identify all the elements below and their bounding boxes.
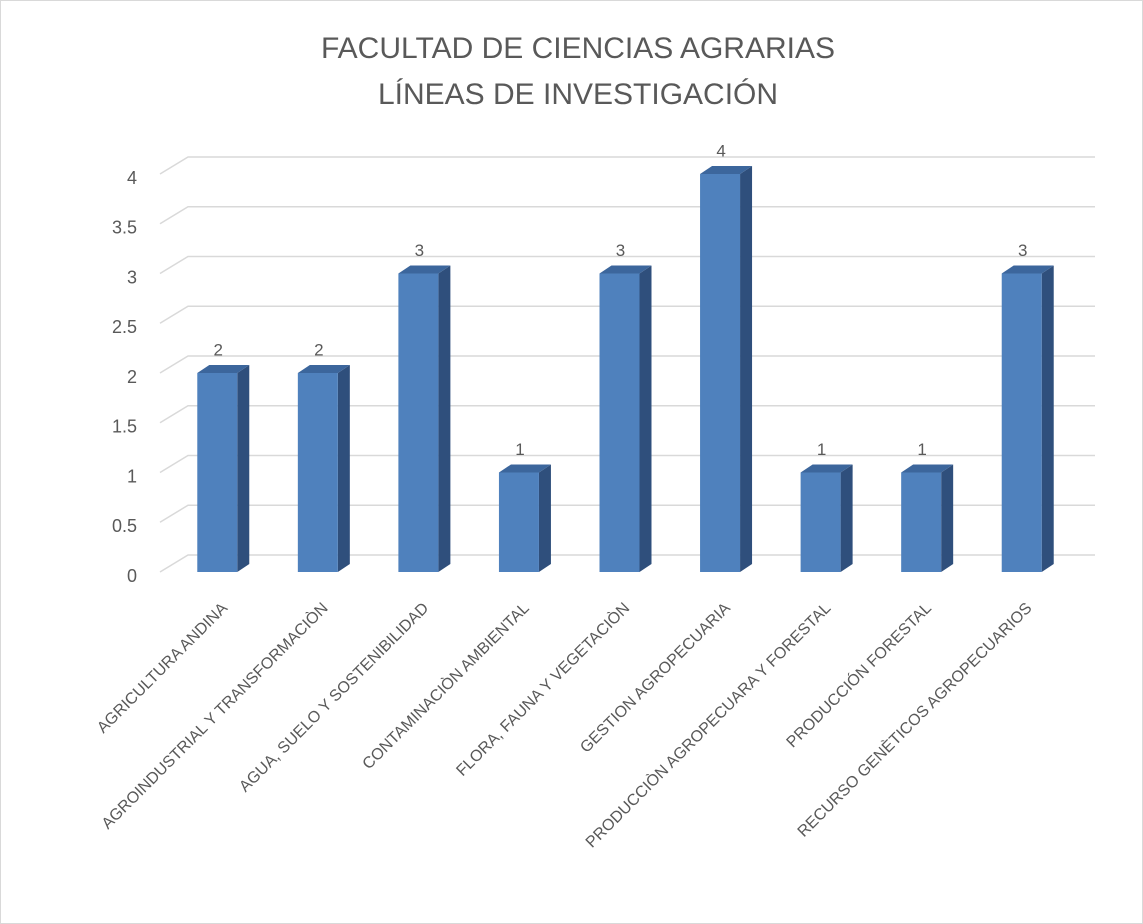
value-label: 3 <box>616 241 625 260</box>
bar <box>800 472 841 572</box>
bar-side <box>639 265 652 572</box>
bar-top <box>498 464 551 473</box>
bar <box>1001 273 1042 572</box>
bar <box>498 472 539 572</box>
chart-title: FACULTAD DE CIENCIAS AGRARIAS <box>321 32 835 65</box>
y-tick-label: 2 <box>127 367 137 387</box>
y-tick-label: 3 <box>127 267 137 287</box>
bar <box>700 174 741 572</box>
bar-side <box>337 365 350 572</box>
bar-side <box>1041 265 1054 572</box>
bar-side <box>237 365 250 572</box>
bar-side <box>538 464 551 572</box>
bar-top <box>599 265 652 274</box>
value-label: 3 <box>415 241 424 260</box>
bar-side <box>840 464 853 572</box>
y-tick-label: 3.5 <box>112 218 137 238</box>
grid-line <box>159 454 1095 474</box>
value-label: 4 <box>716 141 725 160</box>
y-tick-label: 0 <box>127 566 137 586</box>
value-label: 3 <box>1018 241 1027 260</box>
grid-line <box>159 156 1095 175</box>
bar <box>398 273 439 572</box>
value-label: 1 <box>917 440 926 459</box>
y-tick-label: 0.5 <box>112 516 137 536</box>
y-tick-label: 4 <box>127 168 137 188</box>
grid-line <box>159 405 1095 424</box>
grid-line <box>159 206 1095 225</box>
bar-top <box>398 265 451 274</box>
bar-side <box>438 265 451 572</box>
bar-top <box>1001 265 1054 274</box>
bar-top <box>297 365 350 373</box>
y-tick-label: 2.5 <box>112 317 137 337</box>
bar-top <box>700 166 753 174</box>
grid-line <box>159 554 1095 573</box>
bar <box>197 373 238 572</box>
bar <box>599 273 640 572</box>
y-tick-label: 1.5 <box>112 417 137 437</box>
value-label: 1 <box>817 440 826 459</box>
value-label: 2 <box>214 340 223 359</box>
value-label: 1 <box>515 440 524 459</box>
bar <box>901 472 942 572</box>
y-tick-label: 1 <box>127 466 137 486</box>
grid-line <box>159 255 1095 275</box>
grid-line <box>159 504 1095 523</box>
bar-top <box>197 365 250 373</box>
grid-line <box>159 355 1095 374</box>
value-label: 2 <box>314 340 323 359</box>
chart-subtitle: LÍNEAS DE INVESTIGACIÓN <box>378 78 778 111</box>
bar-top <box>901 464 954 473</box>
bar-side <box>941 464 954 572</box>
grid-line <box>159 305 1095 324</box>
bar-side <box>740 166 753 572</box>
bar-top <box>800 464 853 473</box>
bar <box>297 373 338 572</box>
